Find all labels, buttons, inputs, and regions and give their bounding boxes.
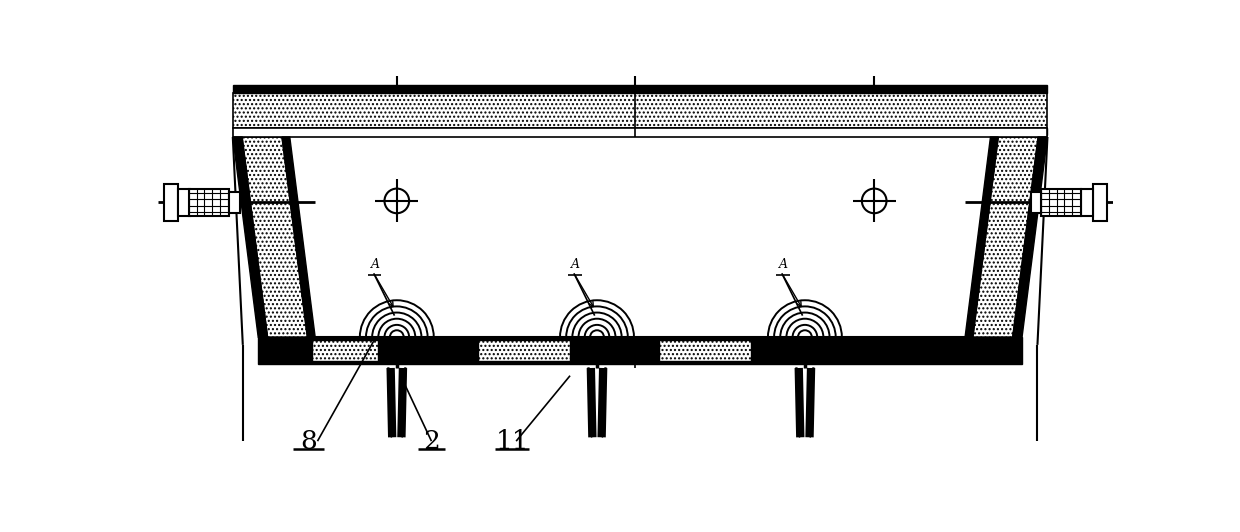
Polygon shape	[603, 368, 606, 437]
Bar	[1042, 188, 1081, 217]
Bar	[188, 188, 229, 217]
Polygon shape	[402, 368, 405, 437]
Bar	[233, 86, 1048, 93]
Bar	[258, 337, 1022, 364]
Bar	[477, 339, 570, 361]
Text: 8: 8	[300, 429, 316, 454]
Polygon shape	[588, 368, 591, 437]
Bar	[229, 192, 239, 213]
Polygon shape	[972, 137, 1038, 337]
Bar	[233, 128, 1048, 136]
Text: A: A	[371, 257, 379, 271]
Bar	[658, 339, 751, 361]
Bar	[1081, 188, 1092, 217]
Polygon shape	[965, 137, 998, 337]
Polygon shape	[810, 368, 815, 437]
Bar	[233, 128, 1048, 137]
Bar	[233, 93, 1048, 128]
Bar	[179, 188, 190, 217]
Text: A: A	[779, 257, 787, 271]
Polygon shape	[281, 137, 315, 337]
Bar	[312, 339, 377, 361]
Bar	[1030, 192, 1042, 213]
Polygon shape	[242, 137, 308, 337]
Bar	[1092, 184, 1107, 221]
Polygon shape	[796, 368, 800, 437]
Text: 11: 11	[496, 429, 529, 454]
Text: 2: 2	[423, 429, 440, 454]
Polygon shape	[233, 137, 268, 337]
Polygon shape	[1013, 137, 1048, 337]
Polygon shape	[388, 368, 392, 437]
Text: A: A	[570, 257, 580, 271]
Bar	[164, 184, 179, 221]
